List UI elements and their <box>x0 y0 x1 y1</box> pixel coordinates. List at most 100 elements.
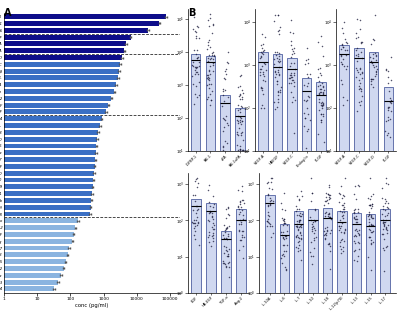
Point <box>353 226 359 231</box>
Point <box>308 239 314 244</box>
Point <box>309 262 316 267</box>
Point <box>222 117 228 122</box>
Point <box>276 57 282 62</box>
Point <box>353 219 360 224</box>
Point <box>381 208 388 213</box>
Point <box>226 247 232 252</box>
Point <box>321 140 328 145</box>
Point <box>268 175 275 180</box>
Point <box>206 64 213 69</box>
Bar <box>0 171 94 176</box>
Point <box>206 75 212 80</box>
Point <box>316 97 322 102</box>
Point <box>307 175 314 180</box>
Point <box>385 107 392 112</box>
Point <box>196 79 202 84</box>
Point <box>222 72 229 77</box>
Point <box>367 82 374 87</box>
Point <box>238 189 245 194</box>
Point <box>196 64 202 69</box>
Point <box>322 231 328 236</box>
Point <box>272 72 279 77</box>
Point <box>321 233 328 238</box>
Point <box>385 206 391 211</box>
Point <box>338 223 344 228</box>
Point <box>340 95 346 100</box>
Point <box>211 202 217 207</box>
Point <box>388 100 394 105</box>
Point <box>294 232 300 238</box>
Point <box>276 65 282 70</box>
Point <box>383 227 389 232</box>
Point <box>205 95 212 100</box>
Point <box>209 88 215 93</box>
Point <box>352 196 359 201</box>
Point <box>309 190 316 195</box>
Bar <box>0 150 96 155</box>
Point <box>220 261 227 266</box>
Point <box>205 55 211 60</box>
Point <box>274 78 280 83</box>
Point <box>240 198 246 203</box>
Point <box>207 11 213 16</box>
Point <box>265 216 272 221</box>
Point <box>193 70 200 75</box>
Point <box>276 89 283 94</box>
Point <box>193 177 199 182</box>
Point <box>193 35 200 40</box>
Point <box>288 17 294 22</box>
Point <box>290 49 296 54</box>
Point <box>236 212 242 217</box>
Point <box>338 60 344 65</box>
Point <box>303 99 309 104</box>
Point <box>311 245 318 250</box>
Point <box>277 85 284 90</box>
Point <box>210 49 216 54</box>
Point <box>287 75 294 80</box>
Point <box>237 202 244 207</box>
Bar <box>0 273 61 278</box>
Point <box>338 246 344 251</box>
Point <box>338 61 345 66</box>
Point <box>282 265 288 270</box>
Point <box>359 94 365 99</box>
Point <box>340 229 347 234</box>
Point <box>206 210 213 215</box>
Point <box>320 54 326 59</box>
Point <box>382 201 388 206</box>
Point <box>367 203 373 208</box>
Bar <box>369 52 378 151</box>
Point <box>281 254 288 259</box>
Bar <box>265 195 274 293</box>
Point <box>336 226 343 231</box>
Point <box>223 263 229 268</box>
Point <box>302 116 309 121</box>
Point <box>234 143 241 148</box>
Point <box>296 217 303 222</box>
Point <box>382 214 389 219</box>
Point <box>210 233 216 238</box>
Point <box>238 122 245 127</box>
Point <box>338 195 345 200</box>
Point <box>268 175 274 180</box>
Point <box>210 21 216 26</box>
Point <box>207 209 213 214</box>
Point <box>366 210 372 215</box>
Point <box>271 61 278 66</box>
Point <box>296 196 302 201</box>
Point <box>357 17 364 22</box>
Point <box>287 29 294 34</box>
Point <box>344 48 350 53</box>
Point <box>224 249 230 254</box>
Bar <box>0 232 74 237</box>
Point <box>309 191 316 196</box>
Point <box>326 242 332 247</box>
Point <box>239 104 246 109</box>
Point <box>236 247 242 252</box>
Bar <box>0 55 122 60</box>
Point <box>324 225 331 230</box>
Point <box>276 50 282 55</box>
Point <box>385 222 391 227</box>
Point <box>326 196 332 201</box>
Point <box>307 249 313 255</box>
